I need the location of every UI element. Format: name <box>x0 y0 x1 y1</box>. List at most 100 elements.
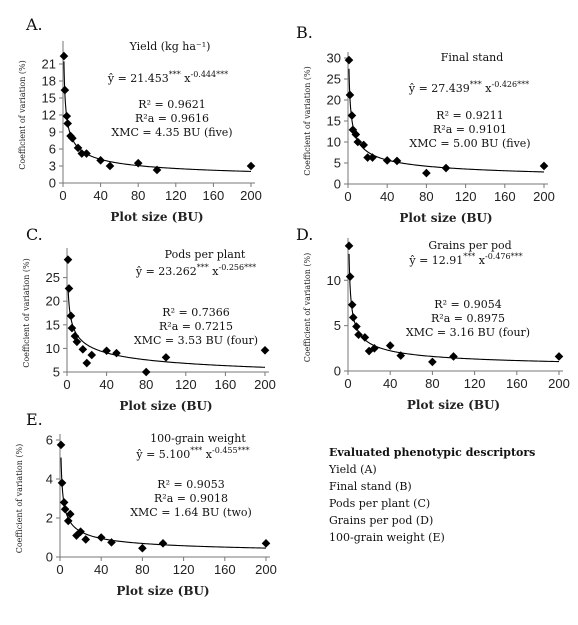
y-tick-label: 9 <box>49 125 56 140</box>
data-point <box>441 163 451 173</box>
data-point <box>354 330 363 340</box>
legend-item-yield: Yield (A) <box>329 463 377 476</box>
x-tick-label: 200 <box>240 188 262 203</box>
y-tick-label: 15 <box>42 91 56 106</box>
panel-letter: A. <box>25 15 43 34</box>
data-point <box>107 538 116 547</box>
legend-title: Evaluated phenotypic descriptors <box>329 446 536 459</box>
xmc-value: XMC = 3.53 BU (four) <box>134 334 258 347</box>
data-point <box>353 137 363 147</box>
data-point <box>396 351 406 360</box>
x-tick-label: 200 <box>533 189 555 204</box>
y-tick-label: 3 <box>49 159 56 174</box>
x-tick-label: 40 <box>93 188 107 203</box>
data-point <box>56 440 66 450</box>
data-point <box>64 284 74 293</box>
data-point <box>66 311 76 321</box>
data-point <box>449 352 458 361</box>
regression-equation: ŷ = 27.439*** x-0.426*** <box>408 80 529 95</box>
x-tick-label: 120 <box>455 189 477 204</box>
r-squared-adjusted: R²a = 0.8975 <box>431 312 505 325</box>
data-point <box>82 149 91 158</box>
data-point <box>161 353 171 362</box>
x-tick-label: 200 <box>548 376 570 391</box>
data-point <box>67 323 77 333</box>
y-tick-label: 0 <box>49 176 56 191</box>
y-tick-label: 21 <box>42 57 56 72</box>
data-point <box>63 516 73 526</box>
y-tick-label: 12 <box>42 108 56 123</box>
data-point <box>363 153 372 162</box>
x-tick-label: 40 <box>380 189 394 204</box>
y-tick-label: 0 <box>334 364 341 379</box>
x-axis-label: Plot size (BU) <box>399 211 492 225</box>
r-squared: R² = 0.9053 <box>157 478 224 491</box>
legend: Evaluated phenotypic descriptors Yield (… <box>329 444 535 546</box>
y-tick-label: 18 <box>42 74 56 89</box>
data-point <box>63 255 73 264</box>
x-tick-label: 120 <box>165 188 187 203</box>
x-tick-label: 120 <box>464 376 486 391</box>
x-tick-label: 80 <box>135 562 149 577</box>
x-axis-label: Plot size (BU) <box>110 210 203 224</box>
data-point <box>348 313 358 322</box>
chart-panel-e: E. 0 2 4 6 0 40 80 120 160 200 Plot size (BU) Coeffi… <box>15 410 277 598</box>
x-tick-label: 80 <box>419 189 433 204</box>
data-point <box>352 322 361 331</box>
data-point <box>348 125 358 135</box>
regression-equation: ŷ = 23.262*** x-0.256*** <box>135 263 256 278</box>
y-tick-label: 10 <box>46 341 60 356</box>
data-point <box>112 348 121 358</box>
data-point <box>554 352 564 361</box>
data-point <box>73 143 83 153</box>
regression-equation: ŷ = 5.100*** x-0.455*** <box>135 446 249 461</box>
data-point <box>77 149 87 158</box>
y-axis-label: Coefficient of variation (%) <box>18 60 27 170</box>
y-tick-label: 4 <box>46 472 53 487</box>
x-axis-label: Plot size (BU) <box>407 398 500 412</box>
x-tick-label: 0 <box>344 189 351 204</box>
x-tick-label: 80 <box>131 188 145 203</box>
data-point <box>60 85 70 95</box>
panel-letter: D. <box>296 225 313 244</box>
xmc-value: XMC = 1.64 BU (two) <box>130 506 252 519</box>
y-tick-label: 5 <box>53 365 60 380</box>
data-point <box>68 133 77 143</box>
x-tick-label: 160 <box>506 376 528 391</box>
data-point <box>359 140 368 150</box>
x-tick-label: 160 <box>215 377 237 392</box>
data-point <box>345 90 355 100</box>
x-tick-label: 40 <box>99 377 113 392</box>
y-tick-label: 25 <box>46 270 60 285</box>
y-tick-label: 30 <box>327 51 341 66</box>
fit-curve <box>63 61 252 172</box>
data-point <box>345 272 355 281</box>
x-tick-label: 200 <box>255 562 277 577</box>
panel-title: Final stand <box>441 51 504 64</box>
x-tick-label: 0 <box>344 376 351 391</box>
data-point <box>66 509 75 519</box>
x-tick-label: 40 <box>94 562 108 577</box>
y-tick-label: 15 <box>46 317 60 332</box>
xmc-value: XMC = 5.00 BU (five) <box>409 137 530 150</box>
y-tick-label: 0 <box>334 177 341 192</box>
data-point <box>344 55 354 65</box>
y-axis-label: Coefficient of variation (%) <box>303 253 312 363</box>
panel-title: 100-grain weight <box>150 432 246 445</box>
r-squared-adjusted: R²a = 0.9616 <box>135 112 209 125</box>
data-point <box>428 357 437 367</box>
regression-equation: ŷ = 21.453*** x-0.444*** <box>107 70 228 85</box>
y-tick-label: 10 <box>327 273 341 288</box>
panel-letter: E. <box>26 410 43 429</box>
panel-title: Grains per pod <box>428 239 511 252</box>
data-point <box>72 337 82 347</box>
data-point <box>57 478 67 488</box>
data-point <box>102 346 111 356</box>
y-tick-label: 5 <box>334 156 341 171</box>
x-tick-label: 80 <box>139 377 153 392</box>
data-point <box>105 161 115 171</box>
x-tick-label: 0 <box>59 188 66 203</box>
y-axis-label: Coefficient of variation (%) <box>15 444 24 554</box>
y-tick-label: 2 <box>46 511 53 526</box>
